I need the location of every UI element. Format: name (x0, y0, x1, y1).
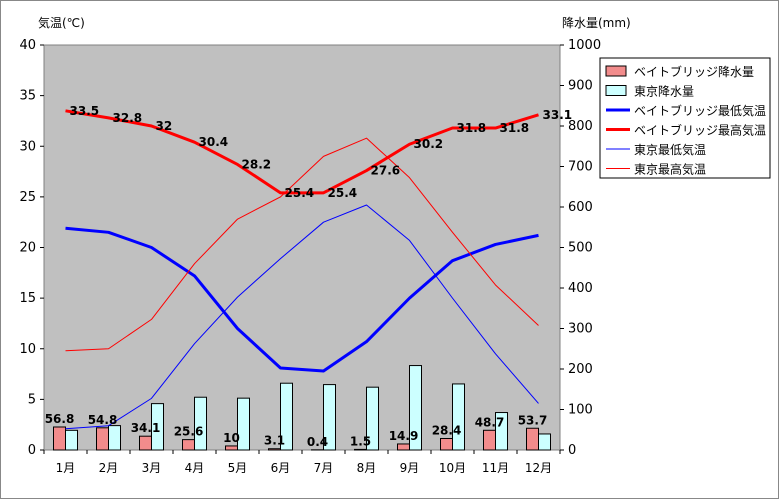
y-left-tick-label-0: 0 (28, 443, 36, 458)
bar-1-3 (195, 397, 207, 450)
bar-0-3 (183, 440, 195, 450)
y-left-tick-label-6: 30 (19, 139, 36, 154)
bar-0-0 (54, 427, 66, 450)
bar-0-7 (355, 449, 367, 450)
bar-0-4 (226, 446, 238, 450)
bar-0-2 (140, 436, 152, 450)
x-tick-label-5: 6月 (271, 461, 291, 475)
y-right-tick-label-8: 800 (568, 119, 593, 134)
legend-entry-3: ベイトブリッジ最高気温 (634, 123, 766, 138)
x-tick-label-8: 9月 (400, 461, 420, 475)
x-tick-label-4: 5月 (228, 461, 248, 475)
x-tick-label-7: 8月 (357, 461, 377, 475)
line-data-label-2: 32 (156, 119, 173, 133)
bar-data-label-7: 1.5 (350, 434, 371, 448)
bar-data-label-6: 0.4 (307, 435, 328, 449)
line-data-label-10: 31.8 (500, 121, 530, 135)
bar-data-label-10: 48.7 (475, 415, 505, 429)
y-right-tick-label-1: 100 (568, 403, 593, 418)
x-tick-label-10: 11月 (482, 461, 509, 475)
bar-data-label-3: 25.6 (174, 425, 204, 439)
bar-data-label-9: 28.4 (432, 423, 462, 437)
bar-data-label-1: 54.8 (88, 413, 118, 427)
x-tick-label-6: 7月 (314, 461, 334, 475)
bar-1-11 (539, 434, 551, 450)
y-right-tick-label-3: 300 (568, 322, 593, 337)
bar-0-11 (527, 428, 539, 450)
y-left-tick-label-1: 5 (28, 392, 36, 407)
bar-data-label-5: 3.1 (264, 434, 285, 448)
y-right-axis-title: 降水量(mm) (562, 16, 631, 30)
y-right-tick-label-0: 0 (568, 443, 576, 458)
line-data-label-3: 30.4 (199, 135, 229, 149)
legend-swatch-0 (606, 66, 626, 76)
bar-1-9 (453, 384, 465, 450)
y-right-tick-label-6: 600 (568, 200, 593, 215)
bar-data-label-0: 56.8 (45, 412, 75, 426)
x-tick-label-2: 3月 (142, 461, 162, 475)
y-right-tick-label-7: 700 (568, 160, 593, 175)
y-right-tick-label-10: 1000 (568, 38, 601, 53)
line-data-label-9: 31.8 (457, 121, 487, 135)
y-right-tick-label-2: 200 (568, 362, 593, 377)
line-data-label-8: 30.2 (414, 137, 444, 151)
x-tick-label-1: 2月 (99, 461, 119, 475)
bar-0-8 (398, 444, 410, 450)
bar-0-10 (484, 430, 496, 450)
y-left-tick-label-4: 20 (19, 241, 36, 256)
bar-0-5 (269, 449, 281, 450)
x-tick-label-9: 10月 (439, 461, 466, 475)
y-left-axis-title: 気温(℃) (38, 15, 85, 30)
y-left-tick-label-2: 10 (19, 342, 36, 357)
bar-data-label-11: 53.7 (518, 413, 548, 427)
y-left-tick-label-8: 40 (19, 38, 36, 53)
line-data-label-7: 27.6 (371, 164, 401, 178)
line-data-label-1: 32.8 (113, 111, 143, 125)
y-right-tick-label-4: 400 (568, 281, 593, 296)
y-left-tick-label-3: 15 (19, 291, 36, 306)
legend-swatch-1 (606, 86, 626, 96)
line-data-label-4: 28.2 (242, 157, 272, 171)
bar-data-label-8: 14.9 (389, 429, 419, 443)
legend-entry-0: ベイトブリッジ降水量 (634, 64, 754, 79)
legend-entry-4: 東京最低気温 (634, 142, 706, 157)
legend-entry-2: ベイトブリッジ最低気温 (634, 103, 766, 118)
x-tick-label-0: 1月 (56, 461, 76, 475)
bar-data-label-4: 10 (223, 431, 240, 445)
bar-1-1 (109, 426, 121, 450)
plot-area (44, 45, 560, 450)
x-tick-label-3: 4月 (185, 461, 205, 475)
bar-0-9 (441, 438, 453, 450)
y-left-tick-label-7: 35 (19, 89, 36, 104)
legend-entry-5: 東京最高気温 (634, 162, 706, 177)
line-data-label-5: 25.4 (285, 186, 315, 200)
x-tick-label-11: 12月 (525, 461, 552, 475)
bar-1-0 (66, 430, 78, 450)
y-right-tick-label-9: 900 (568, 79, 593, 94)
y-right-tick-label-5: 500 (568, 241, 593, 256)
legend-entry-1: 東京降水量 (634, 85, 694, 99)
legend: ベイトブリッジ降水量東京降水量ベイトブリッジ最低気温ベイトブリッジ最高気温東京最… (600, 58, 770, 178)
line-data-label-6: 25.4 (328, 186, 358, 200)
bar-0-1 (97, 428, 109, 450)
bar-data-label-2: 34.1 (131, 421, 161, 435)
line-data-label-0: 33.5 (70, 104, 100, 118)
y-left-tick-label-5: 25 (19, 190, 36, 205)
